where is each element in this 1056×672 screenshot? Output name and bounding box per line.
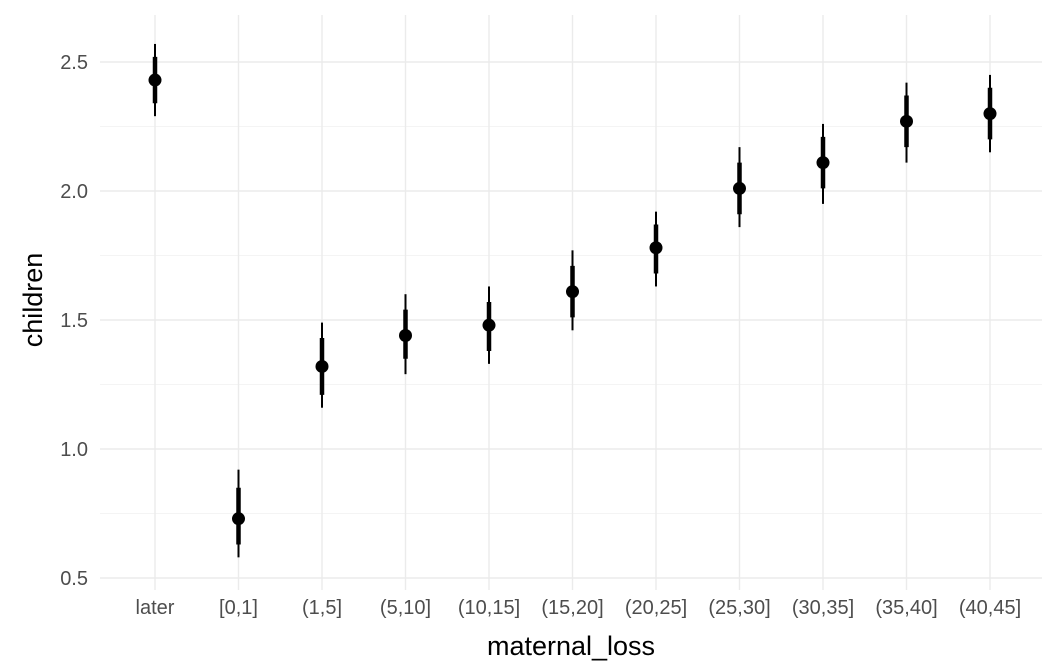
x-tick-label: (40,45] <box>959 597 1021 619</box>
estimate-point <box>816 156 830 170</box>
estimate-point <box>315 359 329 373</box>
y-axis-title: children <box>18 253 48 348</box>
y-tick-label: 1.0 <box>60 439 88 461</box>
estimate-point <box>566 285 579 299</box>
x-tick-label: [0,1] <box>219 597 258 619</box>
data-marks <box>148 43 997 558</box>
estimate-point <box>482 318 496 332</box>
x-tick-label: later <box>136 597 175 619</box>
estimate-point <box>399 328 412 342</box>
y-tick-label: 2.0 <box>60 181 88 203</box>
y-tick-label: 0.5 <box>60 568 88 590</box>
x-tick-label: (5,10] <box>380 597 431 619</box>
y-tick-label: 1.5 <box>60 310 88 332</box>
x-tick-label: (15,20] <box>541 597 603 619</box>
estimate-point <box>733 181 746 195</box>
y-axis-ticks: 0.5 1.0 1.5 2.0 2.5 <box>60 52 88 590</box>
y-tick-label: 2.5 <box>60 52 88 74</box>
estimate-point <box>148 73 162 87</box>
estimate-point <box>983 107 997 121</box>
x-axis-ticks: later [0,1] (1,5] (5,10] (10,15] (15,20] (20,2… <box>136 597 1022 619</box>
x-tick-label: (1,5] <box>302 597 342 619</box>
x-tick-label: (10,15] <box>458 597 520 619</box>
estimate-point <box>900 114 913 128</box>
estimate-point <box>649 241 663 255</box>
x-tick-label: (20,25] <box>625 597 687 619</box>
estimate-point <box>232 512 245 526</box>
x-axis-title: maternal_loss <box>487 631 655 661</box>
x-tick-label: (25,30] <box>708 597 770 619</box>
x-tick-label: (30,35] <box>792 597 854 619</box>
x-tick-label: (35,40] <box>875 597 937 619</box>
